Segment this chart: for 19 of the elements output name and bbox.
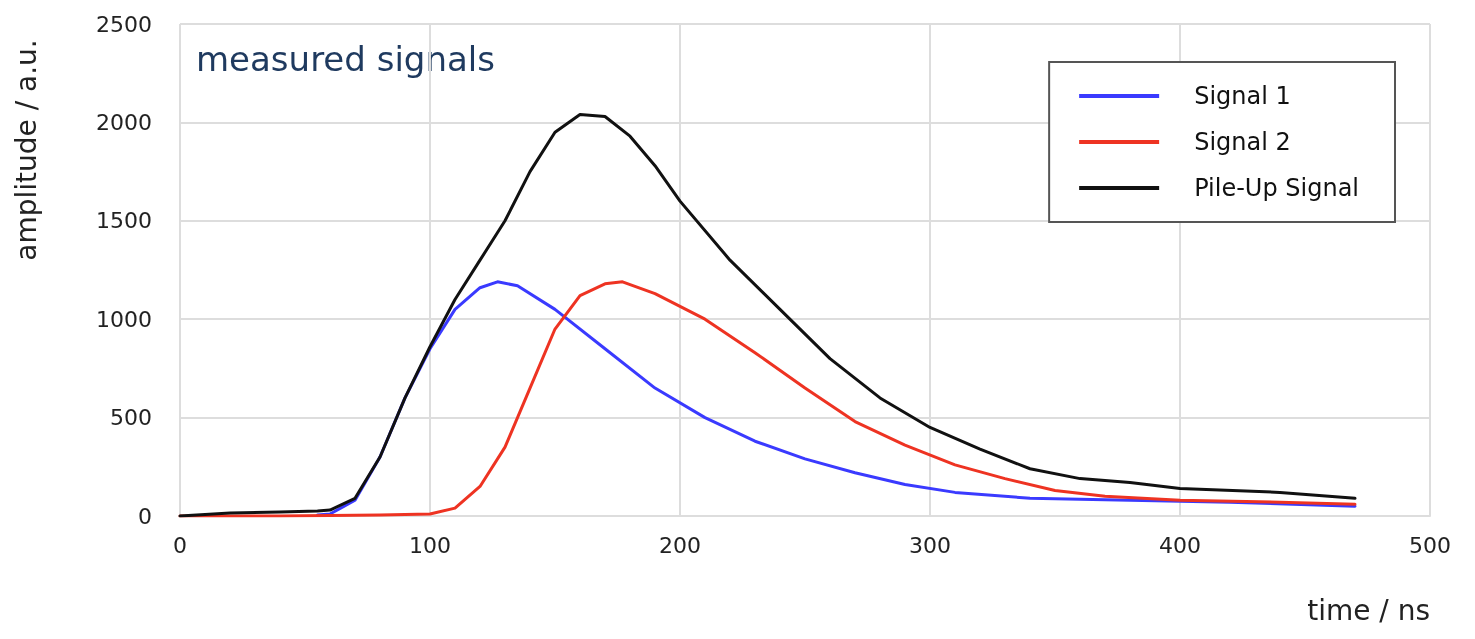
x-axis-title: time / ns [1307,593,1430,627]
y-tick-label: 0 [138,503,152,529]
x-tick-label: 0 [173,532,187,558]
y-tick-label: 1000 [96,306,152,332]
legend-label: Pile-Up Signal [1194,174,1359,202]
y-tick-label: 500 [110,405,152,431]
y-tick-label: 2500 [96,11,152,37]
y-tick-label: 1500 [96,208,152,234]
line-series [178,113,1357,518]
annotation: measured signals [196,39,495,79]
x-tick-label: 400 [1159,532,1201,558]
legend-label: Signal 1 [1194,82,1291,110]
y-axis-title: amplitude / a.u. [9,39,43,261]
x-tick-label: 200 [659,532,701,558]
x-tick-label: 500 [1409,532,1451,558]
x-tick-label: 300 [909,532,951,558]
y-tick-label: 2000 [96,109,152,135]
x-tick-label: 100 [409,532,451,558]
legend-label: Signal 2 [1194,128,1291,156]
